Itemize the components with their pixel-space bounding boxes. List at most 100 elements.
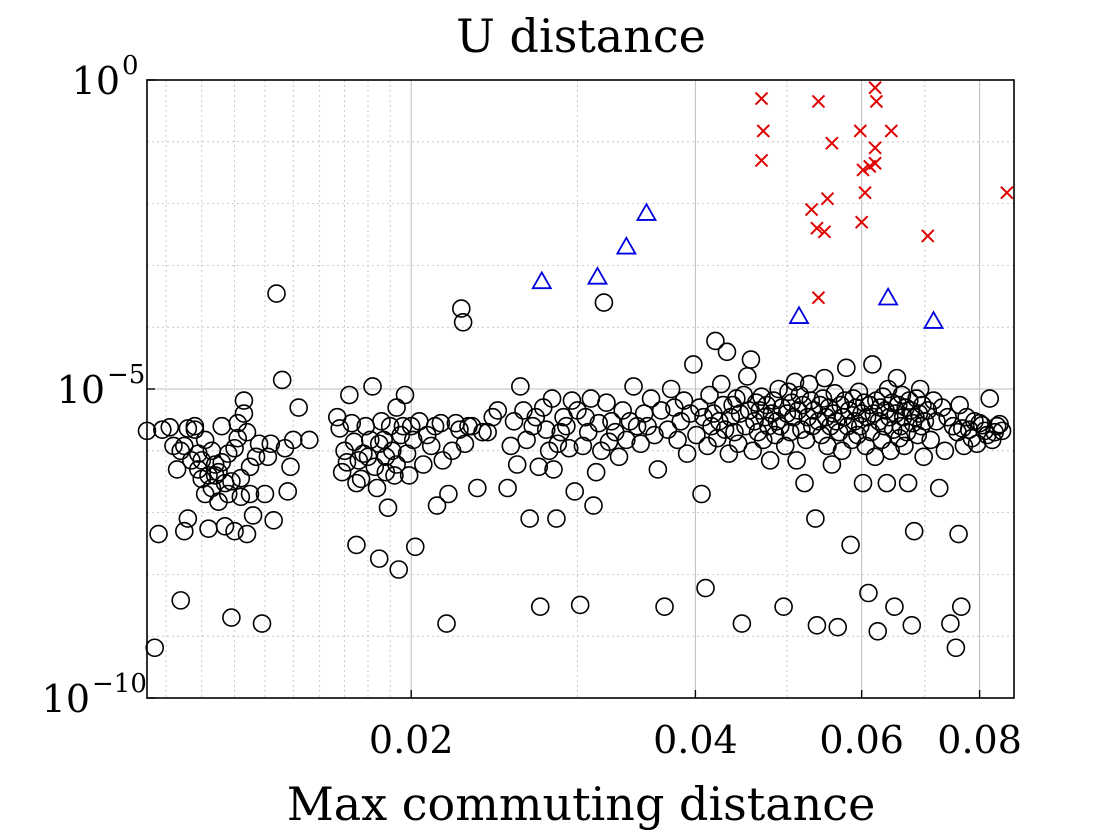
circle-point <box>222 608 241 627</box>
cross-point <box>756 124 770 138</box>
circle-point <box>171 591 191 610</box>
circle-point <box>453 313 473 332</box>
circle-point <box>863 355 882 374</box>
circle-point <box>395 385 415 405</box>
circle-point <box>559 438 579 458</box>
circle-point <box>562 391 582 410</box>
chart-title: U distance <box>456 9 706 63</box>
cross-point <box>921 229 935 243</box>
circle-point <box>927 412 946 431</box>
circle-point <box>680 404 700 423</box>
triangle-point <box>531 270 553 290</box>
circle-point <box>332 462 352 482</box>
circle-point <box>946 638 966 658</box>
circle-point <box>980 389 1000 408</box>
circle-point <box>225 521 244 541</box>
cross-point <box>810 221 824 235</box>
circle-point <box>385 466 404 485</box>
y-tick-exponent: −10 <box>92 669 147 699</box>
circle-point <box>813 389 833 408</box>
circle-point <box>218 444 238 463</box>
cross-point <box>811 291 826 305</box>
cross-point <box>858 186 872 200</box>
circle-point <box>835 391 855 410</box>
circle-point <box>788 401 808 420</box>
data-markers <box>137 81 1014 658</box>
circle-point <box>414 455 433 474</box>
circle-point <box>609 447 629 467</box>
circle-point <box>369 549 389 568</box>
circle-point <box>774 597 793 617</box>
y-tick-base: 10 <box>57 368 105 412</box>
circle-point <box>351 469 371 489</box>
circle-point <box>547 509 566 528</box>
circle-point <box>721 407 741 427</box>
circle-point <box>523 416 543 436</box>
circle-point <box>902 616 922 635</box>
circle-point <box>367 478 387 498</box>
circle-point <box>289 398 308 417</box>
circle-point <box>252 614 272 633</box>
circle-point <box>914 447 933 467</box>
circle-point <box>272 370 292 390</box>
circle-point <box>160 418 180 437</box>
circle-point <box>617 430 636 450</box>
circle-point <box>246 447 266 467</box>
cross-point <box>754 153 769 168</box>
circle-point <box>240 457 260 477</box>
circle-point <box>427 496 447 515</box>
circle-point <box>856 436 876 456</box>
circle-point <box>530 597 550 617</box>
circle-point <box>929 478 949 498</box>
triangle-point <box>877 286 899 306</box>
cross-point <box>811 94 826 109</box>
circle-point <box>730 404 750 423</box>
circle-point <box>237 422 257 442</box>
circle-point <box>536 420 556 439</box>
circle-point <box>192 451 212 470</box>
circle-point <box>483 407 503 427</box>
circle-point <box>431 413 451 433</box>
circle-point <box>613 401 632 420</box>
circle-point <box>372 412 391 431</box>
circle-point <box>677 444 697 463</box>
circle-point <box>806 509 825 528</box>
circle-point <box>900 391 919 410</box>
y-tick-base: 10 <box>42 677 90 721</box>
circle-point <box>743 441 763 461</box>
circle-point <box>249 434 269 454</box>
circle-point <box>281 457 300 477</box>
circle-point <box>790 385 810 405</box>
circle-point <box>218 484 238 504</box>
circle-point <box>745 412 764 431</box>
circle-point <box>987 416 1007 436</box>
cross-point <box>817 225 832 239</box>
circle-point <box>544 460 563 479</box>
circle-point <box>732 614 752 633</box>
circle-point <box>255 484 275 504</box>
circle-point <box>557 416 576 436</box>
circle-point <box>565 482 585 501</box>
cross-point <box>754 91 769 106</box>
y-tick-base: 10 <box>72 59 120 103</box>
circle-point <box>822 455 842 474</box>
circle-point <box>389 560 409 579</box>
circle-point <box>300 430 319 450</box>
circle-point <box>711 374 731 394</box>
circle-point <box>780 422 800 442</box>
circle-point <box>921 430 940 450</box>
circle-point <box>648 460 668 479</box>
circle-point <box>938 407 957 427</box>
circle-point <box>399 466 419 485</box>
circle-point <box>231 487 251 507</box>
circle-point <box>573 436 593 456</box>
circle-point <box>641 389 661 408</box>
circle-point <box>347 535 366 555</box>
circle-point <box>548 434 568 454</box>
circle-point <box>655 597 674 617</box>
circle-point <box>602 412 621 431</box>
circle-point <box>225 438 244 458</box>
circle-point <box>859 583 878 603</box>
circle-point <box>668 430 687 450</box>
